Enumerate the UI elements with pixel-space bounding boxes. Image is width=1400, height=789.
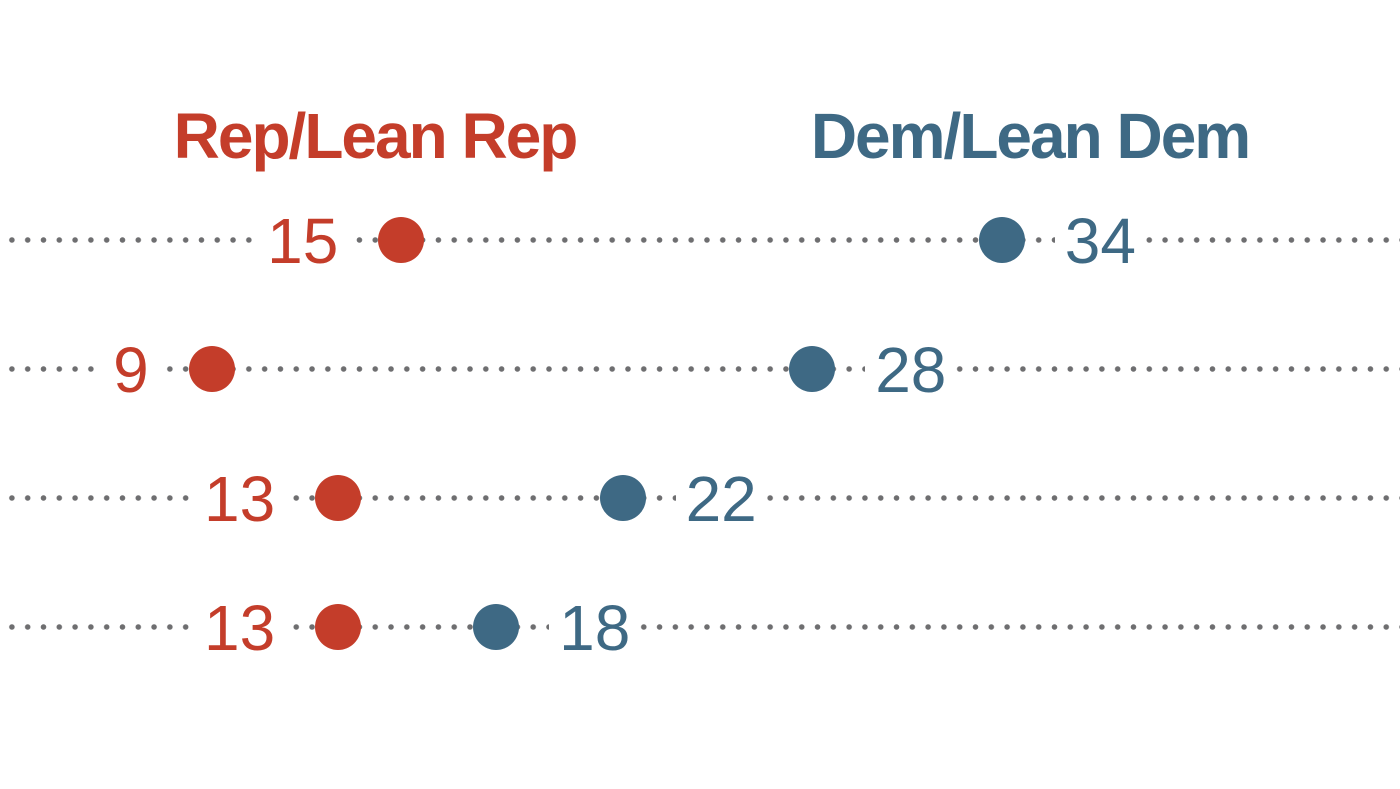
dem-value-label: 34 [1054, 209, 1146, 273]
dem-dot-marker [473, 604, 520, 650]
rep-value-label: 13 [193, 467, 286, 531]
column-header-dem-lean-dem: Dem/Lean Dem [810, 100, 1251, 172]
rep-dot-marker [315, 475, 362, 521]
column-header-rep-lean-rep: Rep/Lean Rep [173, 100, 579, 172]
dem-dot-marker [599, 475, 646, 521]
dem-dot-marker [978, 217, 1025, 263]
dotted-leader-line [0, 237, 1400, 243]
rep-dot-marker [188, 346, 235, 392]
dem-dot-marker [789, 346, 836, 392]
rep-dot-marker [378, 217, 425, 263]
rep-value-label: 13 [193, 596, 286, 660]
dem-value-label: 18 [549, 596, 641, 660]
rep-dot-marker [315, 604, 362, 650]
dem-value-label: 22 [675, 467, 767, 531]
rep-value-label: 15 [257, 209, 349, 273]
dem-value-label: 28 [865, 338, 957, 402]
dotted-leader-line [0, 366, 1400, 372]
dotted-leader-line [0, 624, 1400, 630]
rep-value-label: 9 [103, 338, 159, 402]
